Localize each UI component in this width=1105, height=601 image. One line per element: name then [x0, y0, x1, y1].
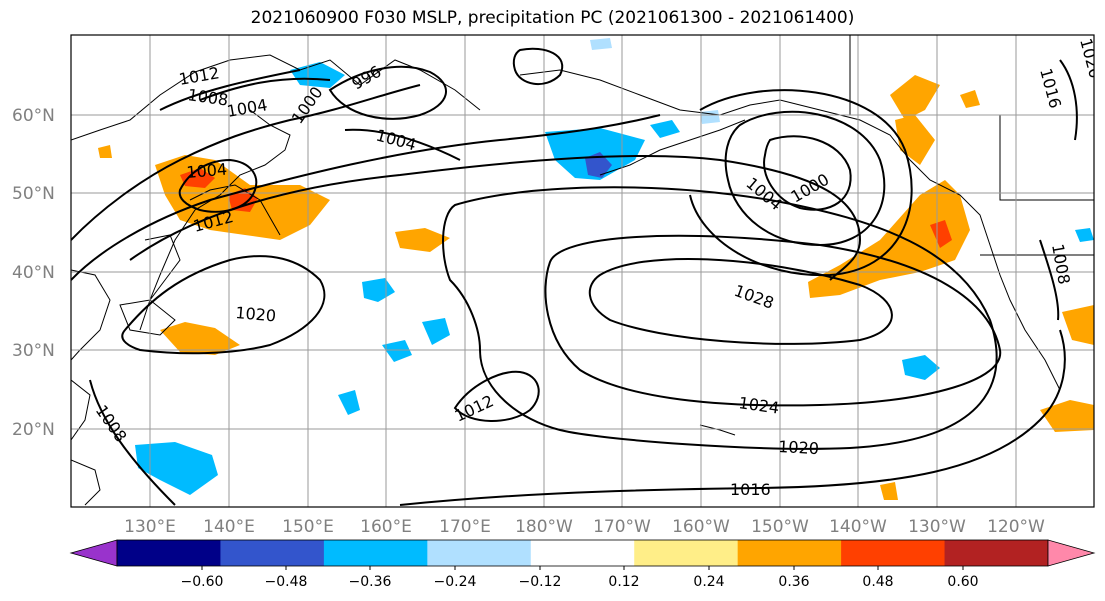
colorbar-segment — [323, 540, 428, 566]
mslp-isobars — [71, 47, 1078, 506]
lon-label: 170°W — [593, 517, 651, 537]
latitude-labels: 60°N 50°N 40°N 30°N 20°N — [12, 106, 55, 440]
colorbar-tick-label: 0.60 — [947, 574, 978, 590]
map-title: 2021060900 F030 MSLP, precipitation PC (… — [250, 8, 855, 28]
isobar-label: 1016 — [1036, 66, 1065, 110]
map-body: 1012 1008 1004 996 1000 1004 1004 1012 1… — [71, 35, 1105, 507]
isobar-label: 1020 — [1076, 36, 1105, 80]
isobar-label: 1000 — [788, 170, 833, 207]
isobar-label: 1024 — [737, 393, 780, 417]
colorbar-tick-label: 0.48 — [862, 574, 893, 590]
isobar-label: 1020 — [778, 437, 820, 458]
isobar-label: 1012 — [177, 63, 220, 89]
colorbar-ticks — [201, 566, 964, 570]
isobar-label: 1004 — [186, 160, 228, 182]
isobar-label: 1004 — [225, 95, 268, 121]
lon-label: 170°E — [439, 517, 491, 537]
lon-label: 130°W — [908, 517, 966, 537]
colorbar-extend-high — [1047, 539, 1096, 567]
colorbar-tick-label: −0.60 — [181, 574, 224, 590]
isobar-label: 1004 — [742, 174, 785, 215]
lon-label: 120°W — [987, 517, 1045, 537]
isobar-label: 1000 — [288, 83, 327, 127]
lat-label: 40°N — [12, 263, 55, 283]
precip-anomaly-fills — [98, 38, 1094, 500]
longitude-labels: 130°E 140°E 150°E 160°E 170°E 180°W 170°… — [124, 517, 1045, 537]
lon-label: 160°W — [672, 517, 730, 537]
isobar-label: 996 — [349, 62, 385, 94]
lon-label: 130°E — [124, 517, 176, 537]
colorbar-segment — [634, 540, 739, 566]
colorbar-segments — [116, 539, 1049, 567]
lon-label: 180°W — [515, 517, 573, 537]
isobar-label: 1028 — [732, 281, 777, 313]
lon-label: 150°E — [282, 517, 334, 537]
lon-label: 150°W — [751, 517, 809, 537]
colorbar-tick-label: −0.36 — [349, 574, 392, 590]
colorbar-segment — [220, 540, 325, 566]
colorbar-extend-low — [69, 539, 118, 567]
isobar-label: 1008 — [186, 85, 229, 109]
colorbar-segment — [944, 540, 1049, 566]
colorbar-segment — [427, 540, 532, 566]
colorbar-tick-labels: −0.60 −0.48 −0.36 −0.24 −0.12 0.12 0.24 … — [181, 574, 979, 590]
lon-label: 160°E — [360, 517, 412, 537]
colorbar: −0.60 −0.48 −0.36 −0.24 −0.12 0.12 0.24 … — [69, 539, 1096, 590]
lon-label: 140°E — [203, 517, 255, 537]
colorbar-tick-label: 0.12 — [608, 574, 639, 590]
colorbar-segment — [841, 540, 946, 566]
lat-label: 20°N — [12, 420, 55, 440]
isobar-label: 1020 — [235, 303, 277, 325]
colorbar-tick-label: −0.24 — [434, 574, 477, 590]
colorbar-tick-label: 0.36 — [778, 574, 809, 590]
isobar-label: 1008 — [92, 401, 131, 445]
colorbar-tick-label: −0.48 — [265, 574, 308, 590]
isobar-labels: 1012 1008 1004 996 1000 1004 1004 1012 1… — [92, 36, 1105, 499]
isobar-label: 1016 — [730, 480, 771, 499]
map-frame — [70, 34, 1095, 508]
isobar-label: 1004 — [374, 126, 418, 155]
lat-label: 60°N — [12, 106, 55, 126]
colorbar-tick-label: 0.24 — [693, 574, 724, 590]
lon-label: 140°W — [829, 517, 887, 537]
colorbar-segment — [530, 540, 635, 566]
lat-label: 50°N — [12, 184, 55, 204]
colorbar-segment — [737, 540, 842, 566]
colorbar-segment — [117, 540, 221, 566]
colorbar-tick-label: −0.12 — [519, 574, 562, 590]
lat-label: 30°N — [12, 341, 55, 361]
